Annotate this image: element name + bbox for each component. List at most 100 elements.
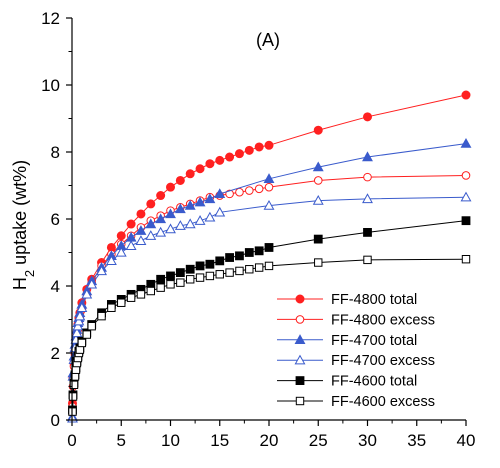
data-point <box>87 322 96 331</box>
data-point <box>175 175 185 185</box>
y-tick-label: 6 <box>51 210 60 229</box>
data-point <box>165 223 176 234</box>
x-tick-label: 30 <box>358 431 377 450</box>
legend-label: FF-4600 excess <box>331 394 435 410</box>
data-point <box>184 199 196 210</box>
series-5 <box>68 255 471 416</box>
data-point <box>96 265 107 276</box>
panel-title: (A) <box>256 30 280 50</box>
data-point <box>264 261 274 271</box>
data-point <box>166 271 175 281</box>
data-point <box>136 209 146 219</box>
legend-marker <box>295 376 305 386</box>
data-point <box>363 172 372 182</box>
data-point <box>82 330 91 339</box>
data-point <box>184 218 196 229</box>
data-point <box>460 137 472 148</box>
x-tick-label: 20 <box>260 431 279 450</box>
legend: FF-4800 total FF-4800 excess FF-4700 total… <box>277 292 435 410</box>
data-point <box>263 173 275 183</box>
data-point <box>145 230 157 240</box>
data-point <box>254 184 264 194</box>
data-point <box>76 302 88 312</box>
data-point <box>105 255 117 266</box>
data-point <box>195 273 205 282</box>
data-point <box>186 275 195 284</box>
data-point <box>195 261 205 271</box>
data-point <box>264 182 274 192</box>
data-point <box>205 159 215 169</box>
x-tick-label: 5 <box>117 431 126 450</box>
data-point <box>81 288 93 299</box>
data-point <box>68 392 78 401</box>
y-tick-label: 0 <box>51 411 60 430</box>
data-point <box>235 251 244 261</box>
data-point <box>254 142 264 152</box>
data-point <box>362 193 373 204</box>
x-tick-label: 25 <box>309 431 328 450</box>
legend-marker <box>295 315 305 324</box>
data-point <box>244 145 254 155</box>
data-point <box>205 271 215 281</box>
data-point <box>214 206 226 217</box>
legend-item: FF-4700 total <box>277 333 417 349</box>
legend-marker <box>294 354 306 365</box>
data-point <box>156 274 166 284</box>
data-point <box>69 380 79 390</box>
x-tick-label: 15 <box>210 431 229 450</box>
data-point <box>117 298 126 307</box>
legend-marker <box>294 334 306 344</box>
data-point <box>204 193 216 204</box>
data-point <box>125 240 137 250</box>
data-point <box>165 208 176 219</box>
data-point <box>77 338 87 348</box>
data-point <box>363 228 372 237</box>
data-point <box>363 255 372 265</box>
data-point <box>214 188 226 199</box>
y-tick-label: 4 <box>51 277 60 296</box>
data-point <box>460 191 472 202</box>
y-tick-label: 8 <box>51 143 60 162</box>
series-layer <box>67 90 472 423</box>
data-point <box>72 320 84 331</box>
y-axis-label-rest: uptake (wt%) <box>10 160 30 270</box>
x-tick-label: 10 <box>161 431 180 450</box>
data-point <box>245 186 254 195</box>
legend-label: FF-4600 total <box>331 374 417 390</box>
y-axis-label-main: H <box>10 277 30 290</box>
legend-item: FF-4800 excess <box>277 312 435 328</box>
legend-label: FF-4800 excess <box>331 312 435 328</box>
data-point <box>86 278 98 289</box>
data-point <box>166 182 175 192</box>
data-point <box>156 191 166 201</box>
x-tick-label: 35 <box>407 431 426 450</box>
data-point <box>176 278 185 287</box>
data-point <box>175 268 185 278</box>
data-point <box>107 303 116 312</box>
data-point <box>156 283 165 292</box>
data-point <box>155 213 167 224</box>
data-point <box>234 149 244 159</box>
data-point <box>194 215 206 225</box>
y-tick-label: 10 <box>41 76 60 95</box>
data-point <box>245 265 254 274</box>
y-axis-label: H2 uptake (wt%) <box>10 160 37 290</box>
data-point <box>461 255 471 264</box>
data-point <box>97 311 106 321</box>
y-tick-label: 12 <box>41 9 60 28</box>
data-point <box>71 327 83 338</box>
data-point <box>264 243 274 252</box>
data-point <box>263 199 275 210</box>
data-point <box>312 161 324 172</box>
data-point <box>235 187 244 197</box>
data-point <box>115 246 127 257</box>
data-point <box>174 220 186 230</box>
data-point <box>313 176 323 185</box>
data-point <box>185 264 195 274</box>
y-axis-label-subscript: 2 <box>22 270 37 277</box>
x-tick-label: 40 <box>457 431 476 450</box>
data-point <box>74 310 86 321</box>
data-point <box>215 155 225 165</box>
data-point <box>313 234 323 244</box>
